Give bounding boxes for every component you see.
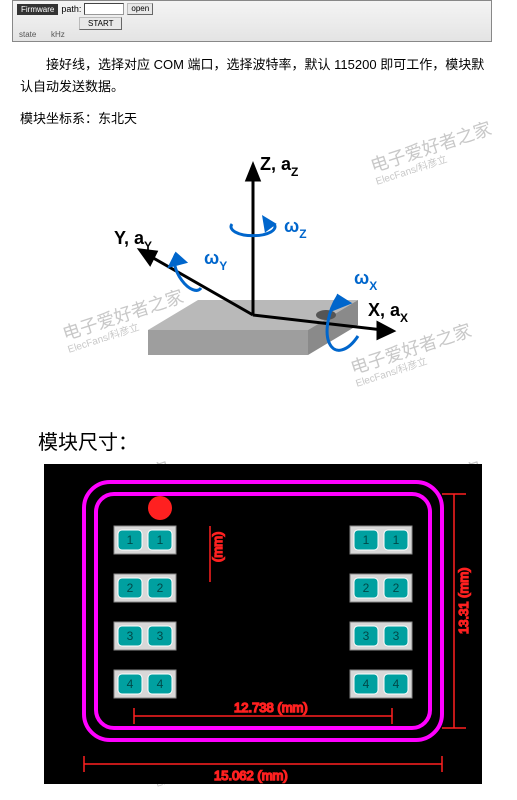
pads-right: 11223344 [350, 526, 412, 698]
svg-text:3: 3 [127, 629, 134, 643]
instruction-paragraph: 接好线，选择对应 COM 端口，选择波特率，默认 115200 即可工作，模块默… [20, 54, 497, 98]
pcb-svg: 11223344 11223344 13.31 (mm) (mm) 12.738… [44, 464, 482, 784]
pcb-pad: 22 [350, 574, 412, 602]
pcb-pad: 33 [350, 622, 412, 650]
pcb-pad: 11 [114, 526, 176, 554]
svg-text:3: 3 [157, 629, 164, 643]
firmware-row: Firmware path: open [17, 3, 153, 15]
dimensions-heading: 模块尺寸： [38, 426, 138, 455]
svg-text:X, aX: X, aX [368, 300, 408, 325]
axes-figure: Z, aZ Y, aY X, aX ωZ ωY ωX [58, 140, 438, 400]
axes-svg: Z, aZ Y, aY X, aX ωZ ωY ωX [58, 140, 438, 400]
svg-text:(mm): (mm) [210, 532, 225, 562]
state-label: state [19, 30, 36, 39]
start-button[interactable]: START [79, 17, 122, 30]
firmware-label: Firmware [17, 4, 58, 15]
svg-text:1: 1 [363, 533, 370, 547]
svg-text:12.738 (mm): 12.738 (mm) [234, 700, 308, 715]
pads-left: 11223344 [114, 526, 176, 698]
svg-text:ωX: ωX [354, 268, 377, 293]
axis-labels: Z, aZ Y, aY X, aX [114, 154, 408, 325]
svg-text:1: 1 [127, 533, 134, 547]
path-label: path: [61, 4, 81, 14]
open-button[interactable]: open [127, 3, 153, 15]
pcb-pad: 33 [114, 622, 176, 650]
path-input[interactable] [84, 3, 124, 15]
svg-text:1: 1 [393, 533, 400, 547]
svg-text:13.31 (mm): 13.31 (mm) [456, 568, 471, 635]
svg-text:2: 2 [363, 581, 370, 595]
svg-text:2: 2 [157, 581, 164, 595]
svg-text:4: 4 [363, 677, 370, 691]
led-indicator [148, 496, 172, 520]
svg-text:ωZ: ωZ [284, 216, 307, 241]
pcb-pad: 11 [350, 526, 412, 554]
svg-text:4: 4 [393, 677, 400, 691]
pcb-pad: 44 [114, 670, 176, 698]
svg-text:4: 4 [157, 677, 164, 691]
svg-text:ωY: ωY [204, 248, 227, 273]
svg-text:2: 2 [393, 581, 400, 595]
app-toolbar-fragment: Firmware path: open START state kHz [12, 0, 492, 42]
svg-text:4: 4 [127, 677, 134, 691]
svg-text:2: 2 [127, 581, 134, 595]
svg-text:3: 3 [393, 629, 400, 643]
svg-text:1: 1 [157, 533, 164, 547]
coord-system-paragraph: 模块坐标系：东北天 [20, 108, 137, 127]
pcb-pad: 22 [114, 574, 176, 602]
svg-text:15.062 (mm): 15.062 (mm) [214, 768, 288, 783]
khz-label: kHz [51, 30, 65, 39]
svg-text:Y, aY: Y, aY [114, 228, 152, 253]
pcb-pad: 44 [350, 670, 412, 698]
pcb-figure: 11223344 11223344 13.31 (mm) (mm) 12.738… [44, 464, 482, 784]
svg-text:3: 3 [363, 629, 370, 643]
svg-text:Z, aZ: Z, aZ [260, 154, 298, 179]
